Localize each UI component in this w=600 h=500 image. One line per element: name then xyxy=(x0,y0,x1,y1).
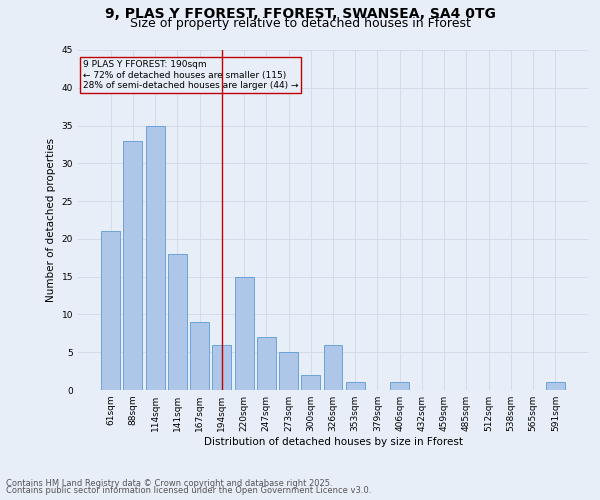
Text: Contains public sector information licensed under the Open Government Licence v3: Contains public sector information licen… xyxy=(6,486,371,495)
Bar xyxy=(101,232,120,390)
Bar xyxy=(546,382,565,390)
Bar xyxy=(212,344,231,390)
Bar xyxy=(279,352,298,390)
Bar xyxy=(190,322,209,390)
Bar xyxy=(390,382,409,390)
Bar xyxy=(168,254,187,390)
Text: Size of property relative to detached houses in Fforest: Size of property relative to detached ho… xyxy=(130,18,470,30)
Text: 9, PLAS Y FFOREST, FFOREST, SWANSEA, SA4 0TG: 9, PLAS Y FFOREST, FFOREST, SWANSEA, SA4… xyxy=(104,8,496,22)
X-axis label: Distribution of detached houses by size in Fforest: Distribution of detached houses by size … xyxy=(203,437,463,447)
Bar xyxy=(323,344,343,390)
Bar xyxy=(235,276,254,390)
Bar xyxy=(301,375,320,390)
Bar xyxy=(146,126,164,390)
Text: 9 PLAS Y FFOREST: 190sqm
← 72% of detached houses are smaller (115)
28% of semi-: 9 PLAS Y FFOREST: 190sqm ← 72% of detach… xyxy=(83,60,299,90)
Bar xyxy=(346,382,365,390)
Bar xyxy=(124,140,142,390)
Y-axis label: Number of detached properties: Number of detached properties xyxy=(46,138,56,302)
Bar xyxy=(257,337,276,390)
Text: Contains HM Land Registry data © Crown copyright and database right 2025.: Contains HM Land Registry data © Crown c… xyxy=(6,478,332,488)
